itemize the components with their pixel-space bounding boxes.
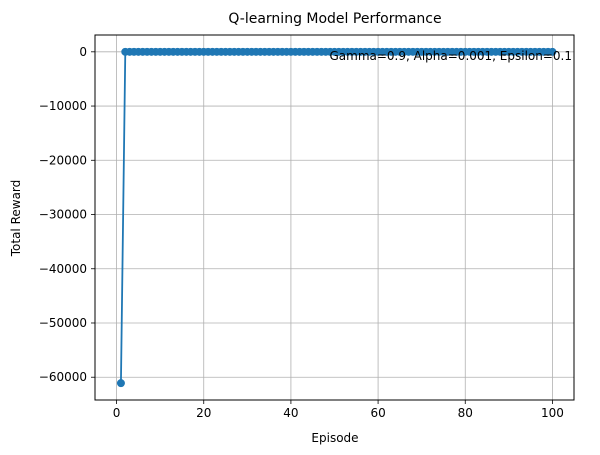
annotation: Gamma=0.9, Alpha=0.001, Epsilon=0.1 xyxy=(329,49,572,63)
y-axis-label: Total Reward xyxy=(9,180,23,258)
series-line xyxy=(120,50,553,384)
x-tick-label: 20 xyxy=(196,406,211,420)
x-tick-label: 100 xyxy=(541,406,564,420)
y-tick-label: 0 xyxy=(79,45,87,59)
y-tick-label: −60000 xyxy=(39,370,87,384)
x-axis: 0 20 40 60 80 100 xyxy=(113,400,564,420)
y-tick-label: −50000 xyxy=(39,316,87,330)
series-group xyxy=(116,47,557,388)
x-tick-label: 0 xyxy=(113,406,121,420)
data-point xyxy=(548,47,557,56)
y-tick-label: −20000 xyxy=(39,153,87,167)
x-tick-label: 80 xyxy=(458,406,473,420)
chart-title: Q-learning Model Performance xyxy=(228,11,441,27)
y-tick-label: −40000 xyxy=(39,262,87,276)
y-tick-label: −10000 xyxy=(39,99,87,113)
x-axis-label: Episode xyxy=(311,431,358,445)
data-point xyxy=(116,379,125,388)
x-tick-label: 40 xyxy=(283,406,298,420)
grid xyxy=(95,35,574,400)
x-tick-label: 60 xyxy=(370,406,385,420)
y-tick-label: −30000 xyxy=(39,208,87,222)
y-axis: 0 −10000 −20000 −30000 −40000 −50000 −60000 xyxy=(39,45,95,384)
plot-frame xyxy=(94,34,575,401)
